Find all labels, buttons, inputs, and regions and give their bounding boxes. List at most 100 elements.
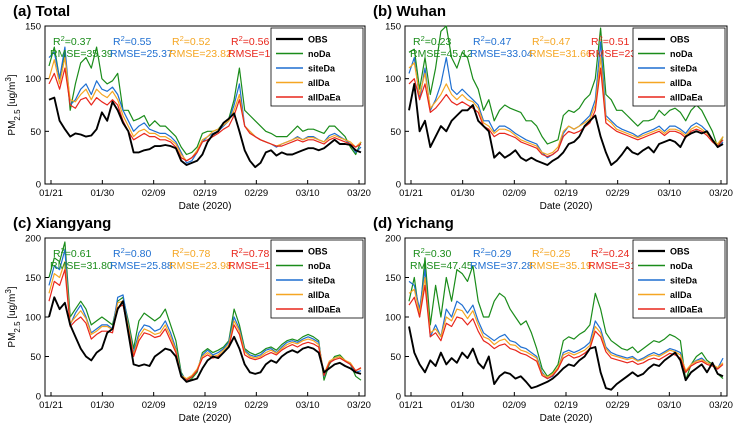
- y-axis-label: PM2.5 [ug/m3]: [4, 74, 22, 135]
- r2-label-allda: R2=0.47: [532, 34, 570, 49]
- series-line-allda: [408, 276, 724, 378]
- legend-label-siteda: siteDa: [308, 275, 336, 285]
- x-tick-label: 02/29: [244, 188, 268, 199]
- y-tick-label: 150: [25, 22, 41, 33]
- x-tick-label: 01/21: [399, 188, 423, 199]
- legend: OBS noDa siteDa allDa allDaEa: [632, 27, 726, 107]
- x-tick-label: 02/09: [142, 400, 166, 411]
- panel-1: (a) Total 0 50 100 150 01/21 01/30 02/09 02/19 02…: [4, 3, 371, 212]
- r2-label-noda: R2=0.30: [413, 246, 451, 261]
- x-axis-label: Date (2020): [540, 413, 593, 424]
- x-axis-label: Date (2020): [179, 201, 232, 212]
- legend-label-allda: allDa: [670, 78, 693, 88]
- series-line-allda: [408, 56, 724, 156]
- y-tick-label: 0: [396, 180, 401, 191]
- x-tick-label: 01/21: [39, 188, 63, 199]
- legend-label-noda: noDa: [308, 261, 331, 271]
- legend-label-allda: allDa: [308, 290, 331, 300]
- rmse-label-noda: RMSE=35.39: [50, 48, 113, 60]
- r2-label-allda: R2=0.25: [532, 246, 570, 261]
- series-line-obs: [48, 296, 362, 383]
- r2-label-siteda: R2=0.80: [113, 246, 151, 261]
- rmse-label-siteda: RMSE=33.04: [470, 48, 533, 60]
- legend-label-alldaea: allDaEa: [670, 304, 704, 314]
- x-axis-label: Date (2020): [540, 201, 593, 212]
- series-line-siteda: [408, 269, 724, 380]
- rmse-label-noda: RMSE=31.80: [50, 260, 113, 272]
- x-tick-label: 01/30: [90, 188, 114, 199]
- series-line-obs: [408, 326, 724, 391]
- r2-label-noda: R2=0.23: [413, 34, 451, 49]
- x-tick-label: 03/10: [657, 400, 681, 411]
- y-tick-label: 100: [385, 313, 401, 324]
- legend-label-alldaea: allDaEa: [670, 92, 704, 102]
- series-line-noda: [408, 257, 724, 381]
- legend-box: [632, 239, 726, 319]
- rmse-label-siteda: RMSE=25.88: [110, 260, 173, 272]
- legend-label-obs: OBS: [670, 246, 690, 256]
- r2-label-allda: R2=0.52: [172, 34, 210, 49]
- r2-label-alldaea: R2=0.78: [231, 246, 269, 261]
- y-tick-label: 50: [30, 127, 41, 138]
- x-tick-label: 02/09: [502, 188, 526, 199]
- y-tick-label: 200: [385, 234, 401, 245]
- y-tick-label: 50: [390, 352, 401, 363]
- legend-label-siteda: siteDa: [670, 63, 698, 73]
- x-tick-label: 02/09: [502, 400, 526, 411]
- legend-label-obs: OBS: [308, 246, 328, 256]
- x-tick-label: 03/20: [347, 400, 371, 411]
- x-tick-label: 02/29: [606, 188, 630, 199]
- panel-2: (b) Wuhan 0 50 100 150 01/21 01/30 02/09 02/19 02…: [373, 3, 733, 212]
- r2-label-siteda: R2=0.29: [473, 246, 511, 261]
- panel-4: (d) Yichang 0 50 100 150 200 01/21 01/30 02/09 02…: [373, 215, 733, 424]
- r2-label-alldaea: R2=0.24: [591, 246, 629, 261]
- legend-box: [632, 27, 726, 107]
- y-tick-label: 0: [396, 392, 401, 403]
- legend-label-siteda: siteDa: [308, 63, 336, 73]
- series-line-siteda: [408, 41, 724, 159]
- y-tick-label: 150: [385, 273, 401, 284]
- panel-title: (b) Wuhan: [373, 3, 446, 20]
- y-tick-label: 150: [385, 22, 401, 33]
- series-line-noda: [48, 46, 362, 156]
- panel-3: (c) Xiangyang 0 50 100 150 200 01/21 01/30 02/09…: [4, 215, 371, 424]
- x-tick-label: 03/10: [296, 400, 320, 411]
- legend: OBS noDa siteDa allDa allDaEa: [270, 239, 364, 319]
- rmse-label-allda: RMSE=35.19: [529, 260, 592, 272]
- series-line-obs: [408, 82, 724, 166]
- x-axis-label: Date (2020): [179, 413, 232, 424]
- legend: OBS noDa siteDa allDa allDaEa: [632, 239, 726, 319]
- x-tick-label: 02/19: [554, 188, 578, 199]
- y-tick-label: 0: [36, 392, 41, 403]
- legend-label-noda: noDa: [670, 49, 693, 59]
- legend-label-obs: OBS: [308, 34, 328, 44]
- x-tick-label: 02/19: [554, 400, 578, 411]
- x-tick-label: 03/20: [347, 188, 371, 199]
- y-tick-label: 100: [25, 313, 41, 324]
- rmse-label-siteda: RMSE=37.28: [470, 260, 533, 272]
- y-tick-label: 100: [385, 74, 401, 85]
- series-line-alldaea: [408, 67, 724, 158]
- series-line-alldaea: [48, 269, 362, 381]
- x-tick-label: 01/21: [39, 400, 63, 411]
- rmse-label-allda: RMSE=23.82: [169, 48, 232, 60]
- legend-label-siteda: siteDa: [670, 275, 698, 285]
- legend-label-obs: OBS: [670, 34, 690, 44]
- y-tick-label: 0: [36, 180, 41, 191]
- r2-label-siteda: R2=0.55: [113, 34, 151, 49]
- legend: OBS noDa siteDa allDa allDaEa: [270, 27, 364, 107]
- series-line-allda: [48, 261, 362, 380]
- series-line-siteda: [48, 46, 362, 164]
- rmse-label-allda: RMSE=31.66: [529, 48, 592, 60]
- x-tick-label: 01/30: [451, 400, 475, 411]
- y-tick-label: 200: [25, 234, 41, 245]
- legend-label-allda: allDa: [308, 78, 331, 88]
- rmse-label-siteda: RMSE=25.37: [110, 48, 173, 60]
- series-line-obs: [48, 96, 362, 169]
- legend-box: [270, 239, 364, 319]
- y-tick-label: 50: [30, 352, 41, 363]
- x-tick-label: 01/21: [399, 400, 423, 411]
- x-tick-label: 02/09: [142, 188, 166, 199]
- x-tick-label: 03/10: [657, 188, 681, 199]
